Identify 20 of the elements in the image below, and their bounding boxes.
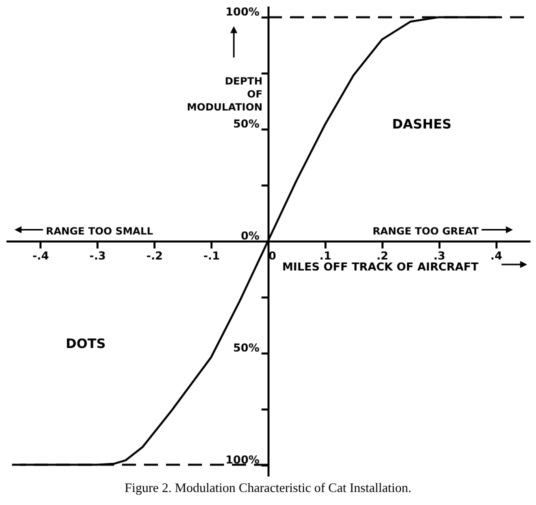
y-tick-label: 100% — [226, 6, 260, 19]
x-tick-label: .4 — [490, 250, 503, 262]
annotation: RANGE TOO SMALL — [46, 226, 154, 238]
y-tick-label: 50% — [233, 341, 260, 354]
annotation: RANGE TOO GREAT — [372, 226, 479, 238]
x-tick-label: -.3 — [89, 250, 106, 262]
x-tick-label: -.2 — [146, 250, 163, 262]
x-tick-label: .3 — [433, 250, 446, 262]
x-tick-label: -.4 — [32, 250, 50, 262]
annotation: DOTS — [66, 336, 106, 352]
y-tick-label: 50% — [233, 118, 260, 131]
y-tick-label: 100% — [226, 453, 260, 466]
y-tick-label: 0% — [240, 230, 260, 242]
x-tick-label: -.1 — [203, 250, 220, 262]
annotation: DASHES — [392, 118, 452, 133]
x-tick-label: .2 — [376, 250, 388, 262]
x-tick-label: .1 — [320, 250, 332, 262]
x-axis-title: MILES OFF TRACK OF AIRCRAFT — [282, 260, 479, 274]
text: Figure 2. Modulation Characteristic of Cat Installation. — [124, 480, 412, 495]
y-axis-title: DEPTH OF MODULATION — [186, 76, 262, 114]
